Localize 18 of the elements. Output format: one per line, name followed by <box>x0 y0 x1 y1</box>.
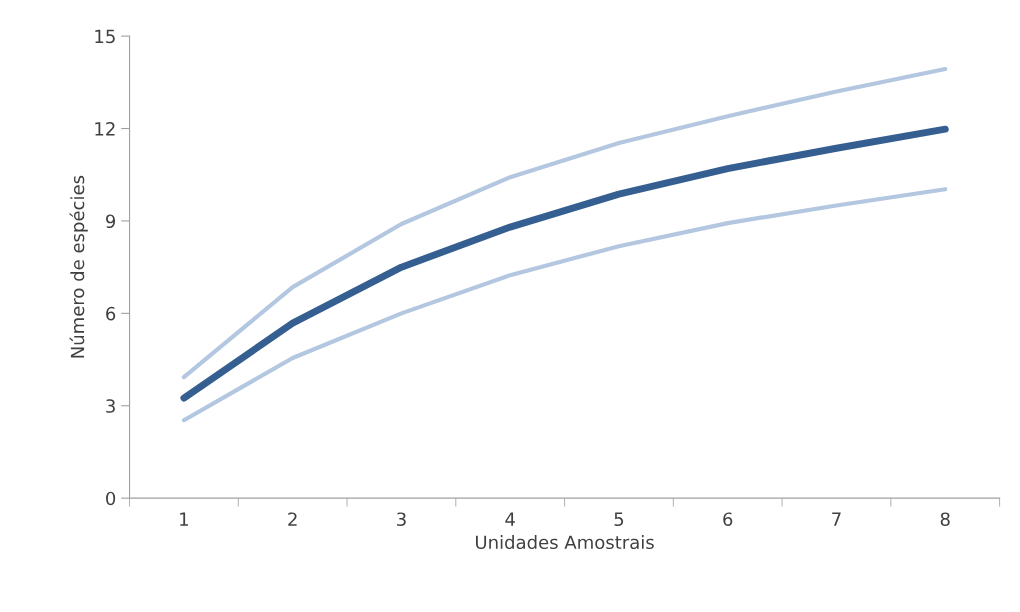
x-tick-label: 1 <box>180 512 188 526</box>
x-axis-title: Unidades Amostrais <box>475 535 654 550</box>
y-tick-label: 6 <box>106 306 116 321</box>
y-tick-label: 9 <box>105 214 116 229</box>
x-tick-label: 3 <box>397 512 406 527</box>
y-tick-label: 0 <box>106 491 116 506</box>
y-tick-label: 12 <box>95 121 115 136</box>
x-tick-label: 8 <box>940 512 950 527</box>
x-tick-label: 4 <box>505 512 515 526</box>
y-tick-label: 3 <box>106 399 115 413</box>
x-tick-label: 7 <box>832 512 841 526</box>
x-tick-label: 6 <box>723 512 733 527</box>
y-tick-label: 15 <box>95 29 115 44</box>
line-series <box>181 187 948 423</box>
x-tick-label: 2 <box>288 512 297 526</box>
y-axis-title: Número de espécies <box>69 175 88 358</box>
line-series <box>181 66 948 380</box>
x-tick-label: 5 <box>614 512 624 527</box>
